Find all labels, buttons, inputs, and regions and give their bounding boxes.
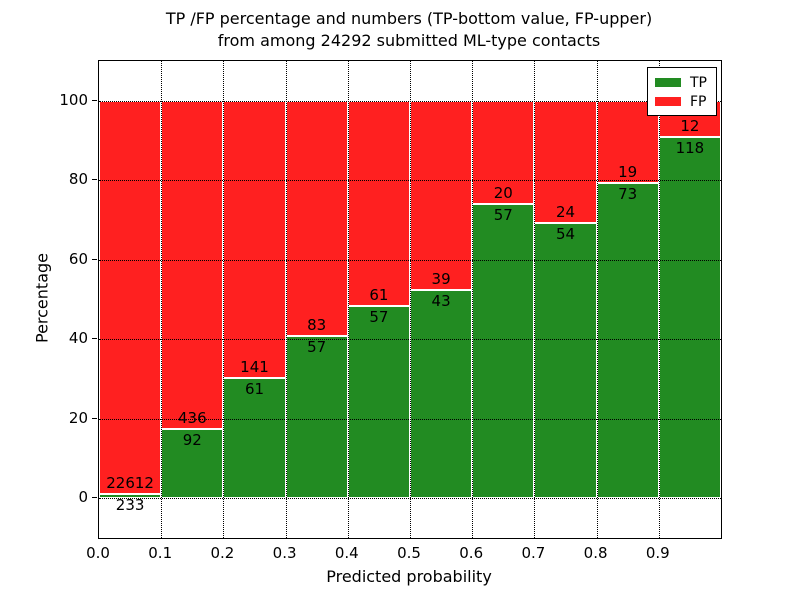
x-gridline — [410, 61, 411, 538]
y-tick-mark — [92, 338, 97, 340]
legend-swatch-fp — [655, 97, 681, 106]
x-gridline — [161, 61, 163, 538]
x-tick-label: 0.9 — [645, 544, 670, 562]
bar-segment-fp — [99, 100, 162, 495]
x-gridline — [223, 61, 225, 538]
tp-count-label: 233 — [115, 496, 145, 515]
tp-count-label: 61 — [244, 380, 265, 399]
x-axis-label: Predicted probability — [326, 567, 492, 586]
x-tick-label: 0.3 — [272, 544, 297, 562]
fp-count-label: 20 — [493, 183, 513, 202]
x-gridline — [658, 61, 660, 538]
tp-count-label: 92 — [182, 430, 202, 449]
bar-segment-tp — [534, 223, 597, 499]
fp-count-label: 61 — [369, 286, 389, 305]
tp-count-label: 57 — [307, 338, 327, 357]
y-axis-label: Percentage — [32, 252, 52, 344]
x-gridline — [285, 61, 287, 538]
y-tick-mark — [92, 179, 97, 181]
legend-label-tp: TP — [690, 74, 707, 91]
chart-title-line1: TP /FP percentage and numbers (TP-bottom… — [165, 9, 653, 28]
tp-count-label: 57 — [493, 205, 513, 224]
bar-segment-fp — [410, 100, 473, 290]
tp-count-label: 54 — [555, 225, 576, 244]
x-tick-label: 0.4 — [334, 544, 359, 562]
y-tick-label: 100 — [59, 90, 88, 109]
legend-entry-fp: FP — [648, 92, 716, 111]
bar-segment-tp — [285, 336, 348, 499]
y-tick-mark — [92, 99, 97, 101]
fp-count-label: 39 — [431, 269, 451, 288]
y-tick-label: 20 — [68, 408, 88, 427]
x-tick-label: 0.7 — [521, 544, 546, 562]
bar-segment-fp — [161, 100, 224, 429]
bar-segment-tp — [410, 289, 473, 499]
plot-area: 22612 233 436 92 141 61 83 57 61 57 39 43 20 57 24 54 19… — [98, 60, 722, 539]
legend-label-fp: FP — [690, 93, 707, 110]
legend-swatch-tp — [655, 78, 681, 87]
bar-segment-tp — [99, 494, 162, 499]
y-tick-mark — [92, 258, 97, 260]
x-gridline — [596, 61, 598, 538]
bar-segment-tp — [472, 203, 535, 499]
tp-count-label: 57 — [369, 308, 389, 327]
y-tick-label: 80 — [68, 170, 88, 189]
bar-segment-tp — [347, 306, 410, 499]
x-gridline — [534, 61, 536, 538]
bar-segment-fp — [347, 100, 410, 307]
y-tick-mark — [92, 417, 97, 419]
tp-count-label: 118 — [675, 139, 705, 158]
x-tick-label: 0.1 — [148, 544, 173, 562]
tp-count-label: 43 — [431, 291, 451, 310]
y-tick-mark — [92, 497, 97, 499]
y-tick-label: 60 — [68, 249, 88, 268]
bar-segment-tp — [658, 137, 721, 499]
bar-segment-fp — [534, 100, 597, 224]
x-tick-label: 0.2 — [210, 544, 235, 562]
fp-count-label: 83 — [307, 316, 327, 335]
y-tick-label: 0 — [78, 488, 88, 507]
x-gridline — [472, 61, 474, 538]
x-gridline — [347, 61, 349, 538]
fp-count-label: 141 — [240, 358, 269, 377]
chart-title-line2: from among 24292 submitted ML-type conta… — [217, 31, 601, 50]
bar-segment-tp — [596, 182, 659, 499]
fp-count-label: 24 — [555, 203, 576, 222]
y-tick-label: 40 — [68, 329, 88, 348]
legend-entry-tp: TP — [648, 73, 716, 92]
tp-count-label: 73 — [618, 184, 638, 203]
bar-segment-tp — [161, 428, 224, 499]
fp-count-label: 12 — [680, 117, 700, 136]
fp-count-label: 19 — [618, 162, 638, 181]
fp-count-label: 436 — [177, 408, 207, 427]
x-tick-label: 0.0 — [86, 544, 110, 562]
fp-count-label: 22612 — [106, 474, 154, 493]
x-tick-label: 0.5 — [397, 544, 421, 562]
bar-segment-fp — [285, 100, 348, 337]
x-tick-label: 0.6 — [459, 544, 484, 562]
x-tick-label: 0.8 — [583, 544, 608, 562]
legend-box: TP FP — [647, 67, 717, 116]
bar-segment-fp — [223, 100, 286, 379]
